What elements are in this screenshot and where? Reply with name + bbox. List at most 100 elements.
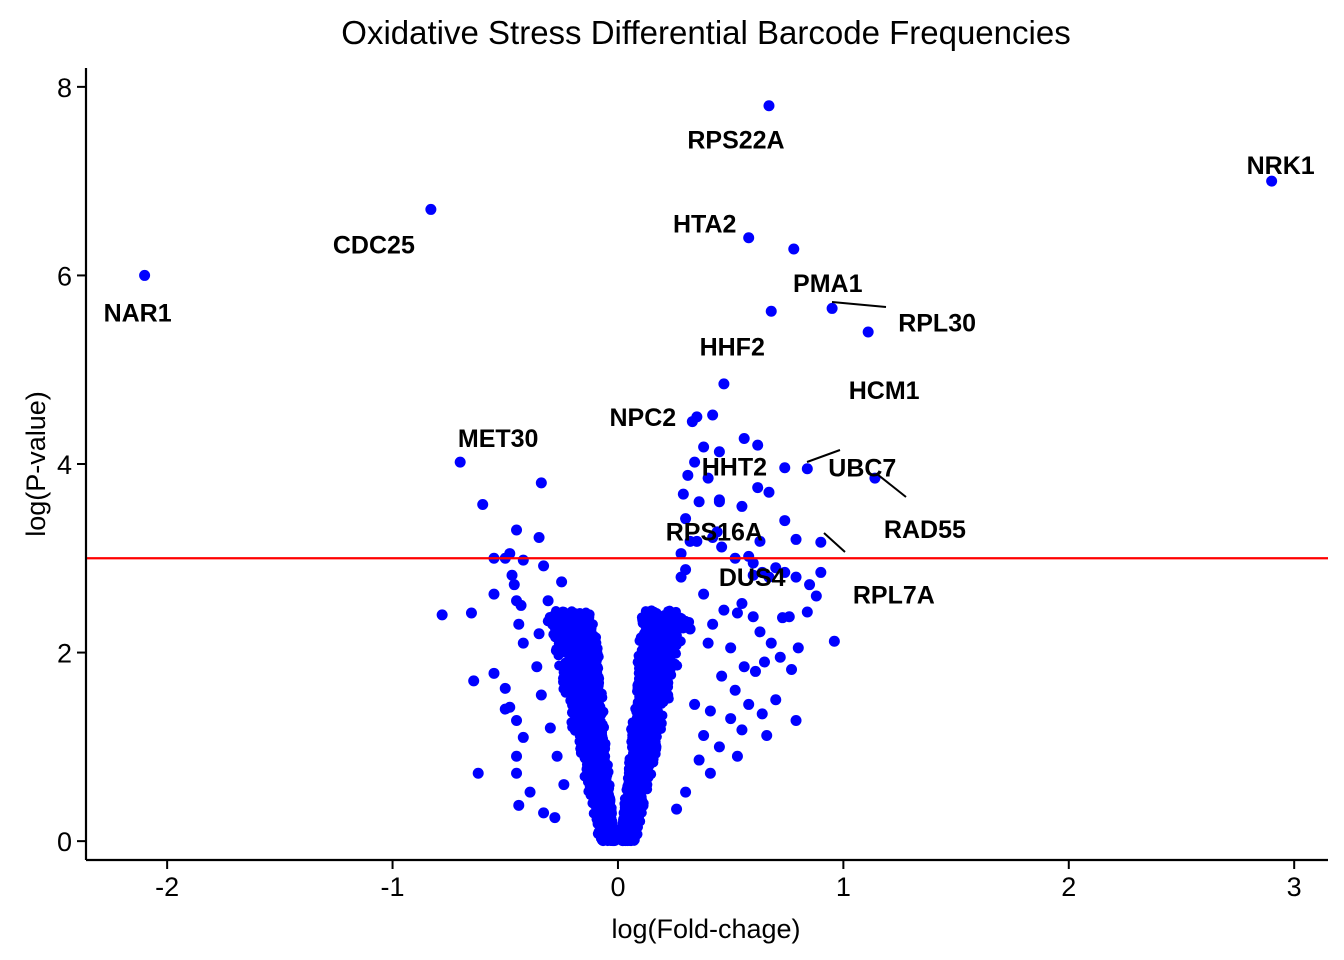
data-point <box>636 612 647 623</box>
y-axis-title: log(P-value) <box>21 391 51 537</box>
data-point <box>579 695 590 706</box>
data-point <box>693 754 705 766</box>
y-tick-label: 4 <box>57 450 72 480</box>
data-point <box>666 615 677 626</box>
data-point <box>556 620 568 632</box>
y-tick-label: 8 <box>57 73 72 103</box>
data-point <box>657 654 668 665</box>
data-point <box>549 812 561 824</box>
data-point <box>578 649 589 660</box>
data-point <box>575 743 586 754</box>
data-point <box>477 499 489 511</box>
data-point <box>749 665 761 677</box>
x-tick-label: 2 <box>1061 872 1076 902</box>
gene-label-rpl30: RPL30 <box>898 309 976 337</box>
data-point <box>557 673 568 684</box>
data-point <box>511 750 523 762</box>
data-point <box>524 786 536 798</box>
data-point <box>653 617 664 628</box>
data-point <box>635 632 646 643</box>
data-point <box>575 614 586 625</box>
gene-label-cdc25: CDC25 <box>333 231 415 259</box>
data-point <box>765 637 777 649</box>
data-point <box>651 637 662 648</box>
data-point <box>689 456 701 468</box>
data-point <box>585 629 596 640</box>
data-point <box>605 806 616 817</box>
data-point <box>698 441 710 453</box>
data-point <box>747 611 759 623</box>
data-point <box>550 645 561 656</box>
data-point <box>779 566 791 578</box>
data-point <box>579 717 590 728</box>
data-point <box>804 579 816 591</box>
data-point <box>600 773 611 784</box>
data-point <box>704 767 716 779</box>
data-point <box>634 763 645 774</box>
gene-labels: RPS22A NRK1 CDC25 HTA2 PMA1 NAR1 RPL30 HHF2 HCM1… <box>104 127 1315 610</box>
data-point-rpl7a <box>815 536 827 548</box>
data-point <box>725 642 737 654</box>
data-point-hcm1 <box>862 326 874 338</box>
data-point <box>556 576 568 588</box>
data-point <box>538 560 550 572</box>
data-point-hht2 <box>713 446 725 458</box>
data-point <box>436 609 448 621</box>
data-point <box>535 689 547 701</box>
data-point <box>763 571 775 583</box>
data-point <box>684 623 696 635</box>
gene-label-hht2: HHT2 <box>702 454 767 482</box>
data-point-nar1 <box>139 269 151 281</box>
data-point <box>786 664 798 676</box>
data-point <box>689 698 701 710</box>
data-point <box>698 730 710 742</box>
data-point <box>629 803 640 814</box>
gene-label-rpl7a: RPL7A <box>853 581 935 609</box>
data-point <box>668 607 679 618</box>
data-point <box>619 815 630 826</box>
data-point <box>779 515 791 527</box>
data-point <box>752 482 764 494</box>
data-point <box>587 798 598 809</box>
gene-label-rps22a: RPS22A <box>687 127 784 155</box>
data-point-hhf2 <box>765 305 777 317</box>
data-point <box>468 675 480 687</box>
gene-label-npc2: NPC2 <box>610 404 677 432</box>
data-point <box>504 548 516 560</box>
y-tick-label: 2 <box>57 639 72 669</box>
data-point <box>758 656 770 668</box>
data-point <box>627 780 638 791</box>
data-point <box>603 814 614 825</box>
data-point <box>589 720 600 731</box>
data-point-pma1 <box>788 243 800 255</box>
data-point <box>472 767 484 779</box>
data-point <box>592 648 603 659</box>
data-point <box>743 698 755 710</box>
data-point <box>602 760 613 771</box>
data-point <box>547 618 559 630</box>
data-point <box>643 700 654 711</box>
data-point <box>716 541 728 553</box>
chart-title: Oxidative Stress Differential Barcode Fr… <box>341 14 1070 51</box>
data-point <box>565 695 576 706</box>
x-tick-label: 1 <box>836 872 851 902</box>
data-point <box>691 535 703 547</box>
gene-label-hhf2: HHF2 <box>700 333 765 361</box>
data-point <box>671 648 682 659</box>
data-point <box>702 637 714 649</box>
data-point <box>642 779 653 790</box>
data-point <box>588 638 599 649</box>
gene-label-rad55: RAD55 <box>884 516 966 544</box>
data-point-rps16a <box>713 496 725 508</box>
data-point-rps22a <box>763 100 775 112</box>
data-point <box>533 628 545 640</box>
data-point <box>533 532 545 544</box>
data-point <box>677 488 689 500</box>
gene-label-dus4: DUS4 <box>719 564 786 592</box>
data-point <box>580 752 591 763</box>
x-tick-label: 3 <box>1287 872 1302 902</box>
points-layer <box>139 100 1278 847</box>
data-point <box>554 660 565 671</box>
data-point <box>590 745 601 756</box>
